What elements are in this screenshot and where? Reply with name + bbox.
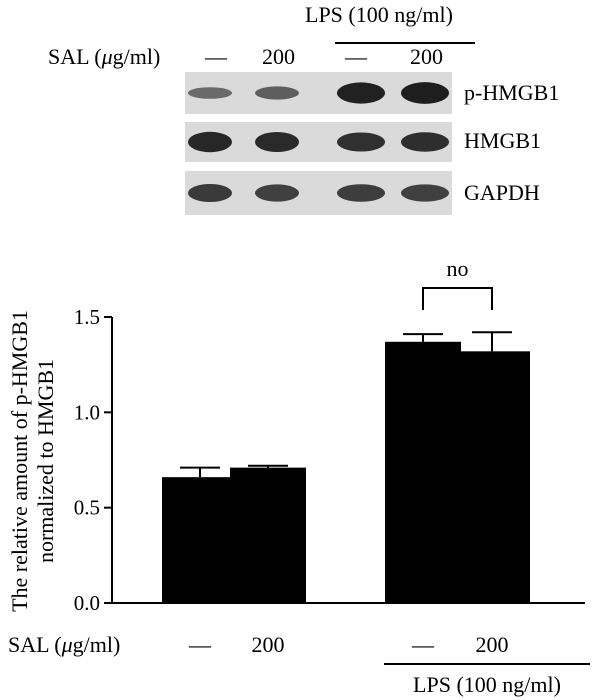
blot-sal-mu: μ [101,44,113,69]
band-layer-p-hmgb1 [188,82,449,104]
blot-sal-prefix: SAL ( [48,44,102,69]
x-sal-prefix: SAL ( [8,632,62,657]
band-layer-hmgb1 [188,131,449,153]
x-tick-label: — [188,632,212,657]
blot-lps-line [335,42,475,44]
y-tick-label: 1.0 [74,400,100,424]
x-sal-label: SAL (μg/ml) [8,632,120,657]
x-tick-label: 200 [252,632,285,657]
blot-band [255,184,299,202]
blot-strip-gapdh [185,171,452,215]
blot-band [188,184,232,202]
blot-band [401,82,449,104]
blot-sal-label: SAL (μg/ml) [48,44,160,70]
blot-band [255,86,299,100]
x-lps-label: LPS (100 ng/ml) [413,672,561,697]
blot-band [337,82,385,104]
blot-band [337,184,385,202]
blot-band-label-gapdh: GAPDH [464,180,540,205]
blot-sal-suffix: g/ml) [112,44,161,69]
bar [385,341,461,603]
band-layer-gapdh [188,184,449,202]
y-tick-label: 0.5 [74,496,100,520]
blot-band [255,131,299,153]
blot-strip-p-hmgb1 [185,72,452,114]
y-axis-label-line1: The relative amount of p-HMGB1 [7,310,32,612]
x-sal-mu: μ [61,632,73,657]
y-tick-label: 0.0 [74,591,100,615]
significance-label: no [447,256,469,281]
blot-band [401,184,449,202]
blot-band-label-p-hmgb1: p-HMGB1 [464,80,560,105]
blot-band [188,131,232,153]
blot-lane-label-2: 200 [262,44,295,69]
blot-band [337,132,385,152]
x-tick-label: — [411,632,435,657]
blot-strip-hmgb1 [185,122,452,162]
x-tick-label: 200 [476,632,509,657]
blot-lane-label-1: — [205,44,227,69]
blot-band-label-hmgb1: HMGB1 [464,128,542,153]
blot-lps-label: LPS (100 ng/ml) [305,2,453,27]
bar [162,477,238,603]
blot-band [188,87,232,99]
blot-lane-label-3: — [345,44,367,69]
significance-bracket [422,287,493,310]
blot-lane-label-4: 200 [410,44,443,69]
x-sal-suffix: g/ml) [73,632,121,657]
bar [230,467,306,603]
blot-band [401,132,449,152]
y-axis-label-line2: normalized to HMGB1 [33,359,58,563]
y-tick-label: 1.5 [74,305,100,329]
y-axis-label: The relative amount of p-HMGB1normalized… [7,310,58,612]
bar [454,351,530,603]
